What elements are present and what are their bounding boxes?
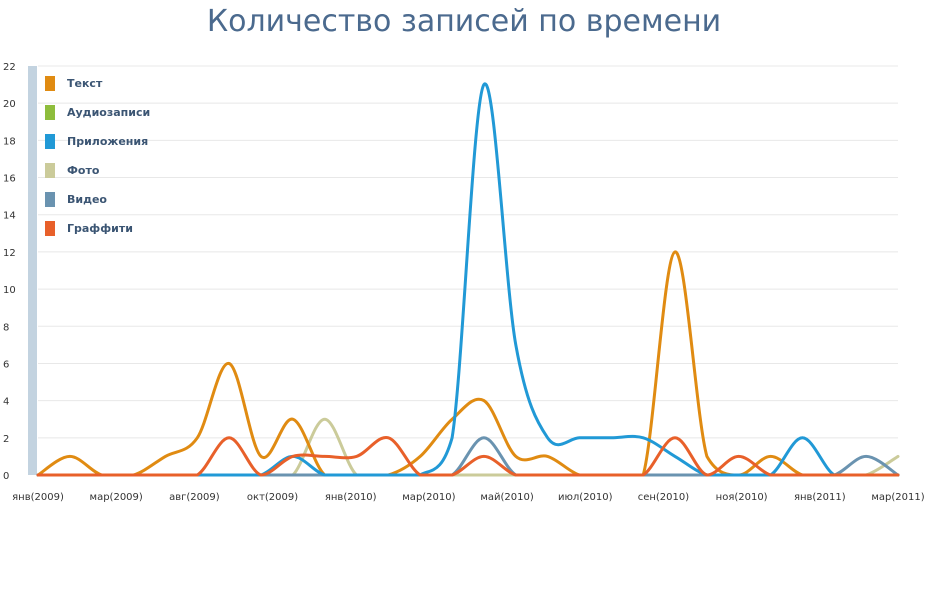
legend-label: Текст: [67, 77, 103, 90]
y-tick-label: 6: [3, 359, 9, 370]
series-lines: [36, 82, 900, 477]
legend-label: Видео: [67, 193, 107, 206]
x-tick-label: авг(2009): [169, 492, 220, 503]
y-tick-label: 10: [3, 285, 16, 296]
y-tick-label: 0: [3, 471, 9, 482]
x-axis-ticks: янв(2009) мар(2009) авг(2009) окт(2009) янв(…: [12, 492, 925, 503]
legend-swatch: [45, 221, 55, 236]
x-tick-label: июл(2010): [558, 492, 613, 503]
y-tick-label: 14: [3, 211, 16, 222]
x-tick-label: мар(2009): [90, 492, 143, 503]
x-tick-label: мар(2010): [402, 492, 455, 503]
y-tick-label: 8: [3, 322, 9, 333]
x-tick-label: май(2010): [480, 492, 534, 503]
y-axis-ticks: 0 2 4 6 8 10 12 14 16 18 20 22: [3, 62, 16, 482]
legend-swatch: [45, 192, 55, 207]
legend-label: Приложения: [67, 135, 148, 148]
legend-label: Аудиозаписи: [67, 106, 150, 119]
legend-swatch: [45, 105, 55, 120]
legend-label: Граффити: [67, 222, 133, 235]
legend: Текст Аудиозаписи Приложения Фото Видео Графф…: [45, 76, 150, 236]
series-line: [36, 82, 900, 477]
legend-label: Фото: [67, 164, 100, 177]
x-tick-label: мар(2011): [871, 492, 924, 503]
y-tick-label: 18: [3, 136, 16, 147]
legend-swatch: [45, 76, 55, 91]
y-axis-band: [28, 66, 37, 475]
y-tick-label: 22: [3, 62, 16, 73]
series-line: [36, 417, 900, 477]
chart-title: Количество записей по времени: [206, 4, 722, 39]
x-tick-label: окт(2009): [247, 492, 298, 503]
grid-lines: [38, 65, 898, 476]
x-tick-label: янв(2010): [325, 492, 377, 503]
legend-swatch: [45, 163, 55, 178]
y-tick-label: 12: [3, 248, 16, 259]
y-tick-label: 16: [3, 174, 16, 185]
x-tick-label: янв(2011): [794, 492, 846, 503]
y-tick-label: 4: [3, 397, 9, 408]
series-line: [36, 436, 900, 477]
y-tick-label: 20: [3, 99, 16, 110]
x-tick-label: ноя(2010): [716, 492, 768, 503]
x-tick-label: янв(2009): [12, 492, 64, 503]
x-tick-label: сен(2010): [638, 492, 690, 503]
legend-swatch: [45, 134, 55, 149]
y-tick-label: 2: [3, 434, 9, 445]
